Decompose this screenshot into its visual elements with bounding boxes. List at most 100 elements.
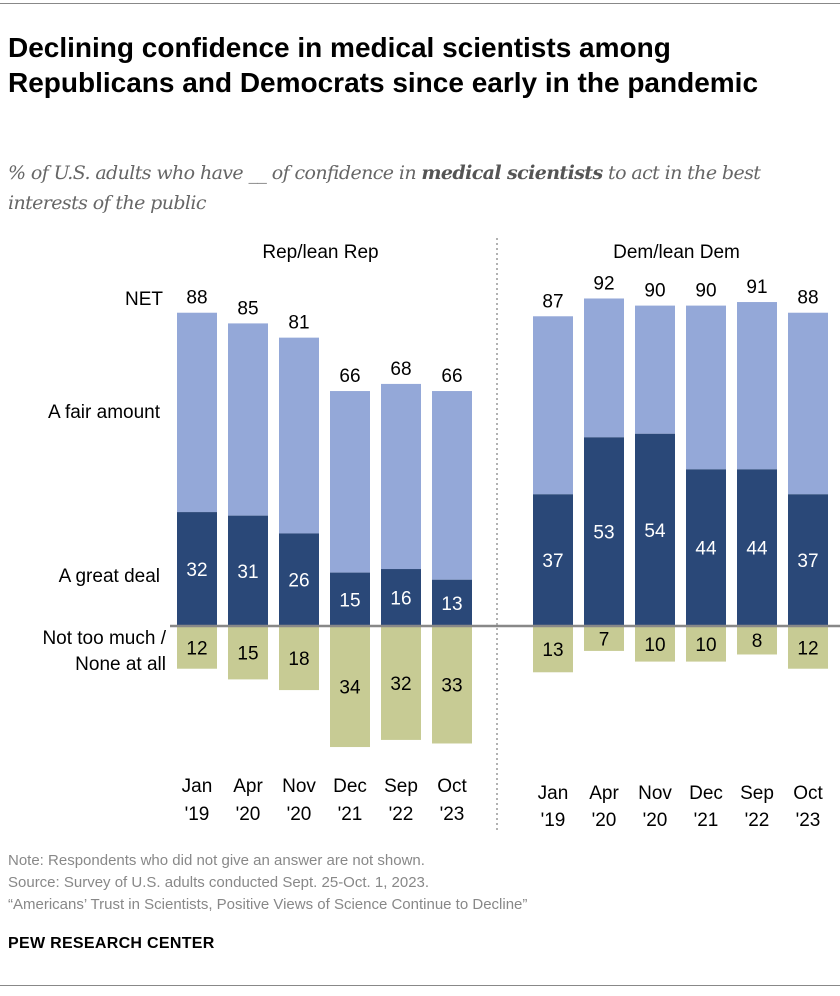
tick-label-year: '20 — [643, 810, 668, 831]
tick-label-year: '23 — [440, 804, 465, 825]
label-great-deal: 15 — [339, 590, 360, 611]
tick-label-month: Dec — [689, 783, 723, 804]
chart-subtitle: % of U.S. adults who have __ of confiden… — [8, 158, 838, 218]
chart-title: Declining confidence in medical scientis… — [8, 32, 759, 98]
label-net: 81 — [288, 313, 309, 334]
tick-label-year: '19 — [541, 810, 566, 831]
label-great-deal: 53 — [593, 523, 614, 544]
label-not-too-much: 8 — [752, 631, 763, 652]
tick-label-month: Dec — [333, 776, 367, 797]
label-net: 66 — [339, 366, 360, 387]
row-label-net: NET — [125, 289, 163, 310]
bar-great-deal — [279, 533, 319, 626]
row-label-great-deal: A great deal — [59, 566, 160, 587]
panel-title: Rep/lean Rep — [262, 242, 378, 263]
label-not-too-much: 12 — [186, 638, 207, 659]
tick-label-year: '19 — [185, 804, 210, 825]
label-net: 66 — [441, 366, 462, 387]
label-not-too-much: 10 — [644, 635, 665, 656]
bar-fair-amount — [279, 337, 319, 534]
label-great-deal: 54 — [644, 521, 666, 542]
bar-fair-amount — [686, 305, 726, 470]
bar-great-deal — [381, 569, 421, 626]
bar-fair-amount — [737, 302, 777, 470]
label-great-deal: 13 — [441, 594, 462, 615]
tick-label-year: '21 — [338, 804, 363, 825]
tick-label-year: '22 — [745, 810, 770, 831]
bar-fair-amount — [584, 298, 624, 438]
label-great-deal: 16 — [390, 589, 411, 610]
label-net: 88 — [186, 288, 207, 309]
subtitle-post: to act in the best interests of the publ… — [8, 162, 761, 214]
label-not-too-much: 34 — [339, 678, 361, 699]
bar-not-too-much — [737, 626, 777, 655]
brand-logo: PEW RESEARCH CENTER — [8, 935, 215, 952]
bar-great-deal — [177, 512, 217, 626]
label-net: 92 — [593, 273, 614, 294]
bar-not-too-much — [432, 626, 472, 744]
label-net: 85 — [237, 298, 258, 319]
label-not-too-much: 12 — [797, 638, 818, 659]
top-rule — [0, 3, 840, 4]
tick-label-year: '22 — [389, 804, 414, 825]
bar-fair-amount — [228, 323, 268, 516]
bar-great-deal — [635, 433, 675, 626]
source-text: Source: Survey of U.S. adults conducted … — [8, 874, 430, 891]
bar-not-too-much — [279, 626, 319, 691]
label-great-deal: 32 — [186, 560, 207, 581]
label-not-too-much: 33 — [441, 676, 462, 697]
bar-fair-amount — [635, 305, 675, 434]
bar-not-too-much — [228, 626, 268, 680]
bar-great-deal — [686, 469, 726, 626]
report-title: “Americans’ Trust in Scientists, Positiv… — [8, 896, 528, 913]
label-net: 90 — [644, 281, 665, 302]
bar-great-deal — [228, 515, 268, 626]
label-not-too-much: 7 — [599, 629, 610, 650]
bar-chart: NET A fair amount A great deal Not too much… — [42, 238, 840, 831]
bar-not-too-much — [533, 626, 573, 673]
tick-label-month: Sep — [740, 783, 774, 804]
tick-label-month: Apr — [589, 783, 619, 804]
label-net: 68 — [390, 359, 411, 380]
tick-label-year: '20 — [592, 810, 617, 831]
row-label-none-at-all: None at all — [75, 654, 166, 675]
label-great-deal: 26 — [288, 571, 309, 592]
tick-label-month: Oct — [437, 776, 467, 797]
row-label-fair-amount: A fair amount — [48, 402, 161, 423]
bottom-rule — [0, 985, 840, 986]
label-net: 91 — [746, 277, 767, 298]
panel-title: Dem/lean Dem — [613, 242, 740, 263]
bar-not-too-much — [381, 626, 421, 740]
tick-label-year: '20 — [287, 804, 312, 825]
row-label-not-too-much: Not too much / — [42, 628, 166, 649]
tick-label-year: '23 — [796, 810, 821, 831]
label-not-too-much: 15 — [237, 644, 258, 665]
bar-fair-amount — [330, 391, 370, 573]
bar-fair-amount — [177, 312, 217, 513]
tick-label-month: Jan — [538, 783, 569, 804]
note-text: Note: Respondents who did not give an an… — [8, 852, 425, 869]
bar-fair-amount — [533, 316, 573, 495]
tick-label-year: '20 — [236, 804, 261, 825]
label-net: 90 — [695, 281, 716, 302]
bar-fair-amount — [432, 391, 472, 580]
bar-not-too-much — [686, 626, 726, 662]
label-great-deal: 31 — [237, 562, 258, 583]
tick-label-month: Oct — [793, 783, 823, 804]
subtitle-bold: medical scientists — [421, 162, 603, 184]
bar-great-deal — [330, 572, 370, 626]
tick-label-month: Apr — [233, 776, 263, 797]
label-great-deal: 44 — [746, 539, 768, 560]
bar-great-deal — [533, 494, 573, 626]
bar-great-deal — [737, 469, 777, 626]
label-great-deal: 37 — [797, 551, 818, 572]
label-net: 87 — [542, 291, 563, 312]
bar-fair-amount — [381, 383, 421, 570]
bar-fair-amount — [788, 312, 828, 495]
tick-label-year: '21 — [694, 810, 719, 831]
label-great-deal: 44 — [695, 539, 717, 560]
tick-label-month: Nov — [638, 783, 672, 804]
label-not-too-much: 18 — [288, 649, 309, 670]
bar-great-deal — [788, 494, 828, 626]
